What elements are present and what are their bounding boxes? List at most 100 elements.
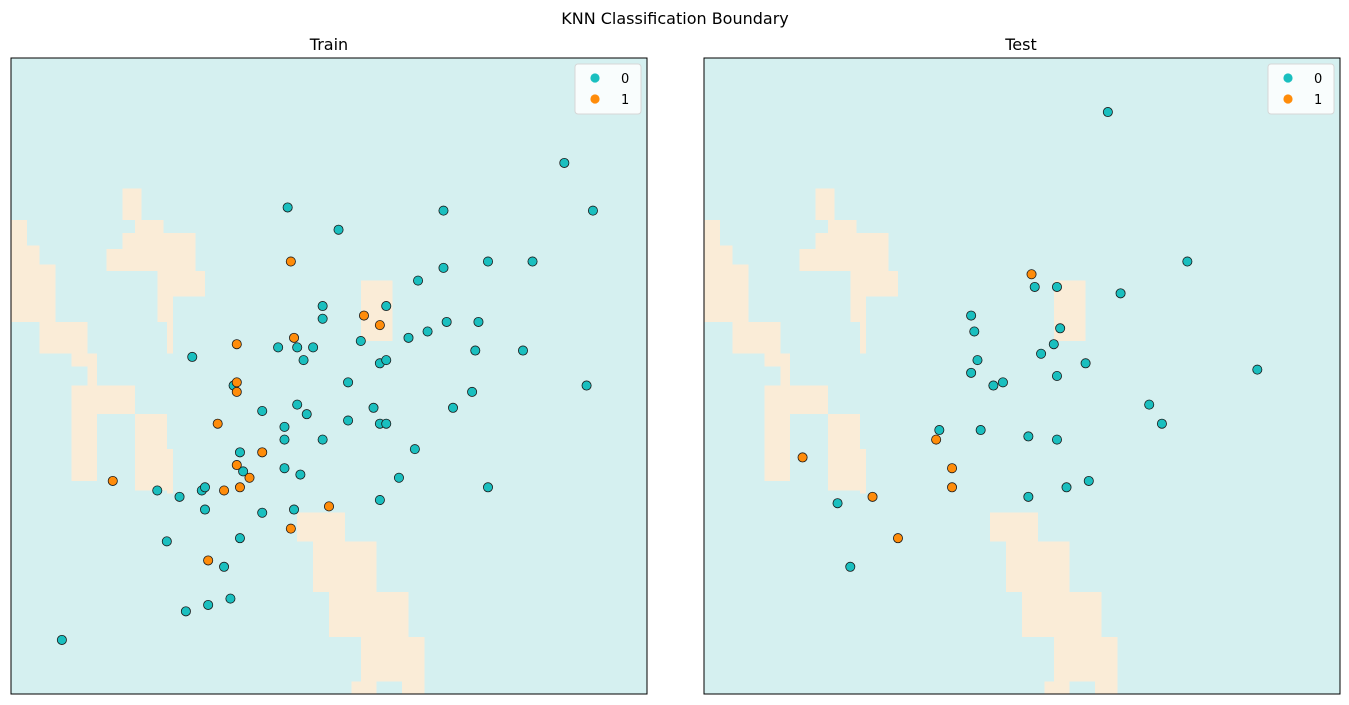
region-class-1-cell: [39, 321, 72, 354]
point-class-0: [219, 561, 230, 572]
figure-suptitle: KNN Classification Boundary: [561, 9, 789, 28]
point-class-0: [203, 599, 214, 610]
point-class-0: [1080, 358, 1091, 369]
region-class-1-cell: [1044, 681, 1070, 694]
point-class-0: [174, 491, 185, 502]
point-class-0: [587, 205, 598, 216]
legend-box: [1267, 63, 1335, 115]
point-class-0: [1083, 475, 1094, 486]
point-class-0: [282, 202, 293, 213]
point-class-0: [225, 593, 236, 604]
point-class-0: [161, 536, 172, 547]
point-class-0: [934, 425, 945, 436]
point-class-0: [374, 495, 385, 506]
point-class-0: [1023, 431, 1034, 442]
legend-label-class-0: 0: [1314, 72, 1322, 87]
point-class-0: [527, 256, 538, 267]
point-class-0: [1061, 482, 1072, 493]
region-class-1-cell: [859, 321, 867, 354]
point-class-0: [317, 313, 328, 324]
point-class-0: [482, 482, 493, 493]
region-class-1-cell: [1095, 681, 1118, 694]
point-class-0: [381, 355, 392, 366]
region-class-1-cell: [11, 220, 27, 322]
region-class-1-cell: [815, 188, 835, 221]
test-panel-title: Test: [1004, 35, 1037, 54]
point-class-0: [273, 342, 284, 353]
region-class-1-cell: [850, 296, 867, 322]
point-class-0: [292, 399, 303, 410]
region-class-1-cell: [719, 245, 733, 322]
legend-label-class-0: 0: [621, 72, 629, 87]
point-class-0: [238, 466, 249, 477]
point-class-1: [867, 491, 878, 502]
legend-box: [574, 63, 642, 115]
region-class-1-cell: [789, 385, 829, 415]
region-class-1-cell: [828, 220, 857, 233]
point-class-0: [234, 533, 245, 544]
region-class-1-cell: [96, 385, 136, 415]
point-class-0: [448, 402, 459, 413]
region-class-1-cell: [402, 681, 425, 694]
point-class-0: [279, 463, 290, 474]
point-class-0: [517, 345, 528, 356]
point-class-1: [234, 482, 245, 493]
point-class-0: [975, 425, 986, 436]
region-class-1-cell: [26, 245, 40, 322]
point-class-0: [1252, 364, 1263, 375]
point-class-0: [355, 336, 366, 347]
point-class-1: [947, 482, 958, 493]
point-class-1: [892, 533, 903, 544]
point-class-1: [219, 485, 230, 496]
point-class-0: [1036, 348, 1047, 359]
point-class-1: [231, 377, 242, 388]
point-class-0: [997, 377, 1008, 388]
region-class-1-cell: [71, 321, 88, 367]
point-class-0: [1023, 491, 1034, 502]
point-class-0: [257, 507, 268, 518]
point-class-0: [1051, 281, 1062, 292]
point-class-0: [1048, 339, 1059, 350]
point-class-0: [199, 482, 210, 493]
point-class-1: [797, 452, 808, 463]
region-class-1-cell: [71, 385, 97, 481]
legend: 01: [574, 63, 642, 115]
point-class-1: [374, 320, 385, 331]
point-class-0: [279, 434, 290, 445]
point-class-0: [966, 367, 977, 378]
legend: 01: [1267, 63, 1335, 115]
legend-label-class-1: 1: [621, 93, 629, 108]
test-panel: Test 01: [703, 35, 1341, 695]
region-class-1-cell: [135, 220, 164, 233]
point-class-1: [289, 332, 300, 343]
point-class-1: [231, 386, 242, 397]
point-class-0: [413, 275, 424, 286]
region-class-1-cell: [732, 264, 749, 322]
region-class-1-cell: [157, 271, 205, 297]
region-class-1-cell: [1006, 541, 1070, 593]
point-class-0: [279, 421, 290, 432]
region-class-1-cell: [799, 248, 889, 272]
point-class-0: [1115, 288, 1126, 299]
point-class-1: [285, 523, 296, 534]
point-class-0: [199, 504, 210, 515]
point-class-1: [931, 434, 942, 445]
point-class-0: [301, 409, 312, 420]
point-class-0: [581, 380, 592, 391]
region-class-1-cell: [313, 541, 377, 593]
point-class-0: [482, 256, 493, 267]
region-class-1-cell: [360, 636, 425, 682]
region-class-1-cell: [166, 449, 174, 494]
point-class-0: [381, 418, 392, 429]
point-class-1: [257, 447, 268, 458]
point-class-0: [1029, 281, 1040, 292]
legend-marker-class-1: [1283, 94, 1293, 104]
region-class-1-cell: [166, 321, 174, 354]
point-class-0: [333, 224, 344, 235]
region-class-1-cell: [780, 353, 790, 386]
point-class-0: [56, 634, 67, 645]
point-class-1: [203, 555, 214, 566]
point-class-1: [1026, 269, 1037, 280]
point-class-0: [1144, 399, 1155, 410]
